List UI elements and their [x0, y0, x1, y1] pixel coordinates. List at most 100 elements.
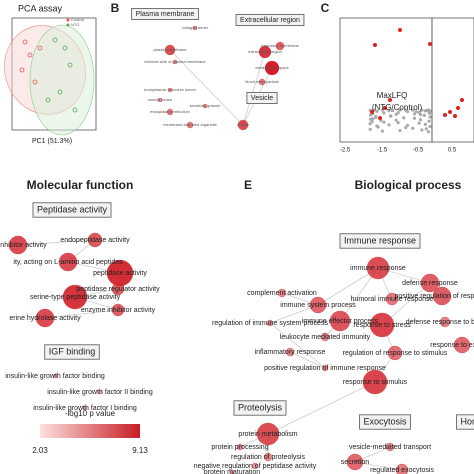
- group-box: [131, 7, 199, 20]
- volcano-point: [443, 113, 447, 117]
- volcano-point: [374, 115, 378, 120]
- term-node: [111, 282, 125, 296]
- label: collagen trimer: [182, 25, 209, 30]
- term-node: [52, 373, 58, 379]
- volcano-point: [368, 127, 372, 131]
- term-node: [35, 308, 55, 328]
- volcano-frame: [339, 17, 474, 143]
- edge: [169, 49, 244, 126]
- label: peptidase regulator activity: [76, 286, 160, 293]
- label: PCA assay: [18, 3, 63, 13]
- pca-point: [22, 39, 28, 45]
- label: vesicle: [237, 122, 250, 127]
- label: erine hydrolase activity: [9, 315, 81, 322]
- colorbar: [40, 424, 140, 438]
- label: regulation of proteolysis: [231, 454, 305, 461]
- label: endoplasmic reticulum lumen: [144, 87, 196, 92]
- volcano-point: [420, 108, 424, 112]
- volcano-point: [383, 106, 387, 110]
- pca-point: [37, 45, 43, 51]
- volcano-point: [412, 112, 417, 116]
- edge: [44, 309, 119, 319]
- label: vesicle lumen: [148, 97, 172, 102]
- volcano-point: [422, 113, 426, 117]
- term-node: [309, 296, 327, 314]
- pca-point: [52, 37, 58, 43]
- label: external side of plasma membrane: [144, 59, 206, 64]
- pca-point: [45, 97, 51, 103]
- label: -1.5: [377, 148, 388, 154]
- term-node: [263, 452, 273, 462]
- label: Molecular function: [27, 178, 134, 192]
- volcano-point: [382, 120, 386, 124]
- volcano-point: [370, 110, 374, 114]
- term-node: [256, 422, 280, 446]
- label: immune system process: [280, 302, 356, 309]
- pca-point: [27, 52, 33, 58]
- label: insulin-like growth factor binding: [5, 373, 105, 380]
- volcano-point: [417, 121, 421, 125]
- volcano-point: [411, 126, 415, 130]
- label: (NTG/Control): [372, 103, 423, 112]
- volcano-point: [448, 110, 452, 114]
- term-node: [432, 286, 452, 306]
- volcano-point: [423, 122, 427, 126]
- label: defense response: [402, 280, 458, 287]
- edge: [269, 304, 319, 324]
- volcano-point: [405, 123, 410, 128]
- label: humoral immune response: [351, 296, 434, 303]
- term-node: [237, 119, 249, 131]
- legend-dot: [66, 18, 70, 22]
- label: positive regulation of response: [395, 293, 474, 300]
- label: Proteolysis: [238, 402, 283, 412]
- volcano-point: [424, 108, 428, 113]
- volcano-point: [368, 113, 373, 117]
- label: complement activation: [247, 290, 317, 297]
- label: vesicle-mediated transport: [349, 444, 431, 451]
- volcano-point: [428, 115, 432, 119]
- volcano-point: [427, 111, 432, 115]
- group-box: [456, 414, 474, 430]
- term-node: [366, 256, 390, 280]
- label: protein processing: [211, 444, 268, 451]
- volcano-point: [373, 43, 377, 47]
- volcano-point: [411, 108, 415, 112]
- volcano-point: [398, 108, 402, 112]
- term-node: [164, 44, 176, 56]
- volcano-point: [396, 121, 400, 125]
- term-node: [346, 453, 364, 471]
- network: [8, 25, 471, 474]
- label: ity, acting on L-amino acid peptides: [13, 259, 123, 266]
- label: membrane-bounded organelle: [163, 122, 217, 127]
- label: Vesicle: [251, 95, 273, 102]
- label: PC1 (51.3%): [32, 138, 72, 145]
- label: secretory granule: [190, 103, 222, 108]
- volcano-point: [382, 111, 386, 115]
- label: C: [321, 1, 330, 15]
- volcano-point: [418, 118, 423, 122]
- volcano-point: [380, 129, 384, 133]
- volcano-point: [380, 108, 384, 112]
- volcano-point: [368, 122, 372, 126]
- legend-dot: [66, 23, 70, 27]
- label: response to external: [430, 342, 474, 349]
- label: Extracellular region: [240, 17, 300, 24]
- group-box: [339, 233, 421, 249]
- term-node: [167, 87, 173, 93]
- edge: [267, 381, 376, 435]
- label: insulin-like growth factor I binding: [33, 405, 137, 412]
- label: insulin-like growth factor II binding: [47, 389, 153, 396]
- term-node: [264, 60, 280, 76]
- volcano-point: [420, 128, 424, 132]
- volcano-point: [428, 124, 432, 129]
- label: regulation of immune system process: [212, 320, 328, 327]
- volcano-point: [387, 123, 391, 127]
- term-node: [97, 389, 103, 395]
- volcano-point: [398, 28, 402, 32]
- label: secretion: [341, 459, 370, 466]
- volcano-point: [424, 127, 428, 131]
- label: extracellular space: [255, 65, 289, 70]
- label: endoplasmic reticulum: [150, 109, 190, 114]
- label: Hom: [460, 416, 474, 426]
